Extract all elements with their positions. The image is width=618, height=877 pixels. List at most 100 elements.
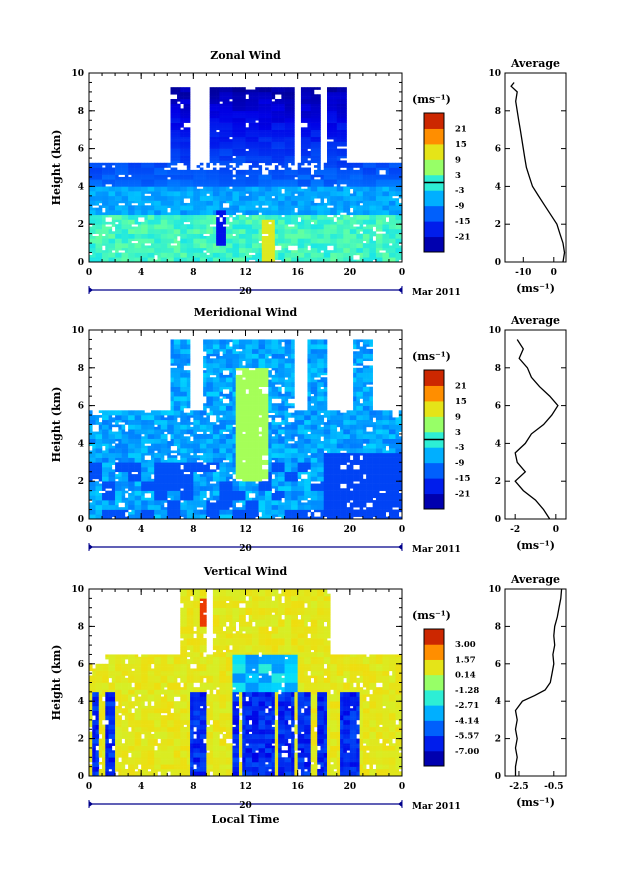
heatmap-cell	[112, 184, 116, 187]
heatmap-cell	[343, 245, 347, 248]
heatmap-cell	[259, 217, 263, 220]
heatmap-cell	[281, 137, 285, 140]
heatmap-cell	[154, 238, 158, 241]
heatmap-cell	[268, 198, 272, 201]
heatmap-cell	[262, 160, 266, 163]
heatmap-cell	[360, 253, 364, 256]
heatmap-cell	[239, 170, 243, 173]
heatmap-cell	[180, 170, 184, 173]
heatmap-cell	[246, 108, 250, 111]
heatmap-cell	[311, 99, 315, 102]
heatmap-cell	[304, 257, 308, 260]
heatmap-cell	[157, 189, 161, 192]
heatmap-cell	[334, 210, 338, 213]
heatmap-cell	[171, 175, 175, 178]
heatmap-cell	[177, 120, 181, 123]
heatmap-cell	[291, 212, 295, 215]
heatmap-cell	[272, 125, 276, 128]
heatmap-cell	[229, 208, 233, 211]
heatmap-cell	[115, 201, 119, 204]
heatmap-cell	[232, 175, 236, 178]
heatmap-cell	[259, 92, 263, 95]
heatmap-cell	[239, 203, 243, 206]
heatmap-cell	[206, 189, 210, 192]
heatmap-cell	[138, 184, 142, 187]
heatmap-cell	[301, 177, 305, 180]
heatmap-cell	[278, 132, 282, 135]
heatmap-cell	[219, 222, 223, 225]
heatmap-cell	[314, 87, 318, 90]
heatmap-cell	[99, 179, 103, 182]
heatmap-cell	[347, 210, 351, 213]
heatmap-cell	[171, 222, 175, 225]
heatmap-cell	[213, 250, 217, 253]
heatmap-cell	[314, 243, 318, 246]
heatmap-cell	[151, 253, 155, 256]
heatmap-cell	[216, 196, 220, 199]
heatmap-cell	[265, 257, 269, 260]
heatmap-cell	[298, 182, 302, 185]
heatmap-cell	[197, 170, 201, 173]
heatmap-cell	[301, 241, 305, 244]
heatmap-cell	[272, 241, 276, 244]
heatmap-cell	[262, 144, 266, 147]
heatmap-cell	[236, 255, 240, 258]
heatmap-cell	[337, 118, 341, 121]
heatmap-cell	[278, 142, 282, 145]
heatmap-cell	[105, 177, 109, 180]
heatmap-cell	[281, 231, 285, 234]
heatmap-cell	[272, 175, 276, 178]
heatmap-cell	[347, 184, 351, 187]
heatmap-cell	[337, 222, 341, 225]
heatmap-cell	[278, 222, 282, 225]
heatmap-cell	[197, 203, 201, 206]
heatmap-cell	[184, 151, 188, 154]
heatmap-cell	[122, 217, 126, 220]
heatmap-cell	[144, 198, 148, 201]
heatmap-cell	[268, 92, 272, 95]
heatmap-cell	[161, 215, 165, 218]
heatmap-cell	[174, 248, 178, 251]
heatmap-cell	[216, 255, 220, 258]
heatmap-cell	[307, 144, 311, 147]
heatmap-cell	[281, 179, 285, 182]
heatmap-cell	[180, 227, 184, 230]
heatmap-cell	[249, 151, 253, 154]
heatmap-cell	[353, 208, 357, 211]
heatmap-cell	[203, 248, 207, 251]
heatmap-cell	[187, 193, 191, 196]
heatmap-cell	[200, 177, 204, 180]
heatmap-cell	[285, 238, 289, 241]
heatmap-cell	[249, 231, 253, 234]
heatmap-cell	[249, 125, 253, 128]
heatmap-cell	[353, 236, 357, 239]
heatmap-cell	[148, 219, 152, 222]
heatmap-cell	[226, 201, 230, 204]
heatmap-cell	[350, 163, 354, 166]
heatmap-cell	[337, 250, 341, 253]
heatmap-cell	[115, 182, 119, 185]
heatmap-cell	[265, 201, 269, 204]
heatmap-cell	[239, 130, 243, 133]
heatmap-cell	[223, 245, 227, 248]
heatmap-cell	[285, 175, 289, 178]
heatmap-cell	[298, 203, 302, 206]
heatmap-cell	[275, 238, 279, 241]
heatmap-cell	[259, 189, 263, 192]
heatmap-cell	[272, 201, 276, 204]
heatmap-cell	[265, 196, 269, 199]
heatmap-cell	[177, 198, 181, 201]
heatmap-cell	[330, 116, 334, 119]
heatmap-cell	[298, 201, 302, 204]
heatmap-cell	[259, 257, 263, 260]
heatmap-cell	[347, 212, 351, 215]
heatmap-cell	[311, 151, 315, 154]
heatmap-cell	[164, 253, 168, 256]
heatmap-cell	[340, 156, 344, 159]
heatmap-cell	[268, 99, 272, 102]
heatmap-cell	[356, 236, 360, 239]
heatmap-cell	[239, 163, 243, 166]
heatmap-cell	[291, 241, 295, 244]
heatmap-cell	[131, 196, 135, 199]
heatmap-cell	[262, 123, 266, 126]
